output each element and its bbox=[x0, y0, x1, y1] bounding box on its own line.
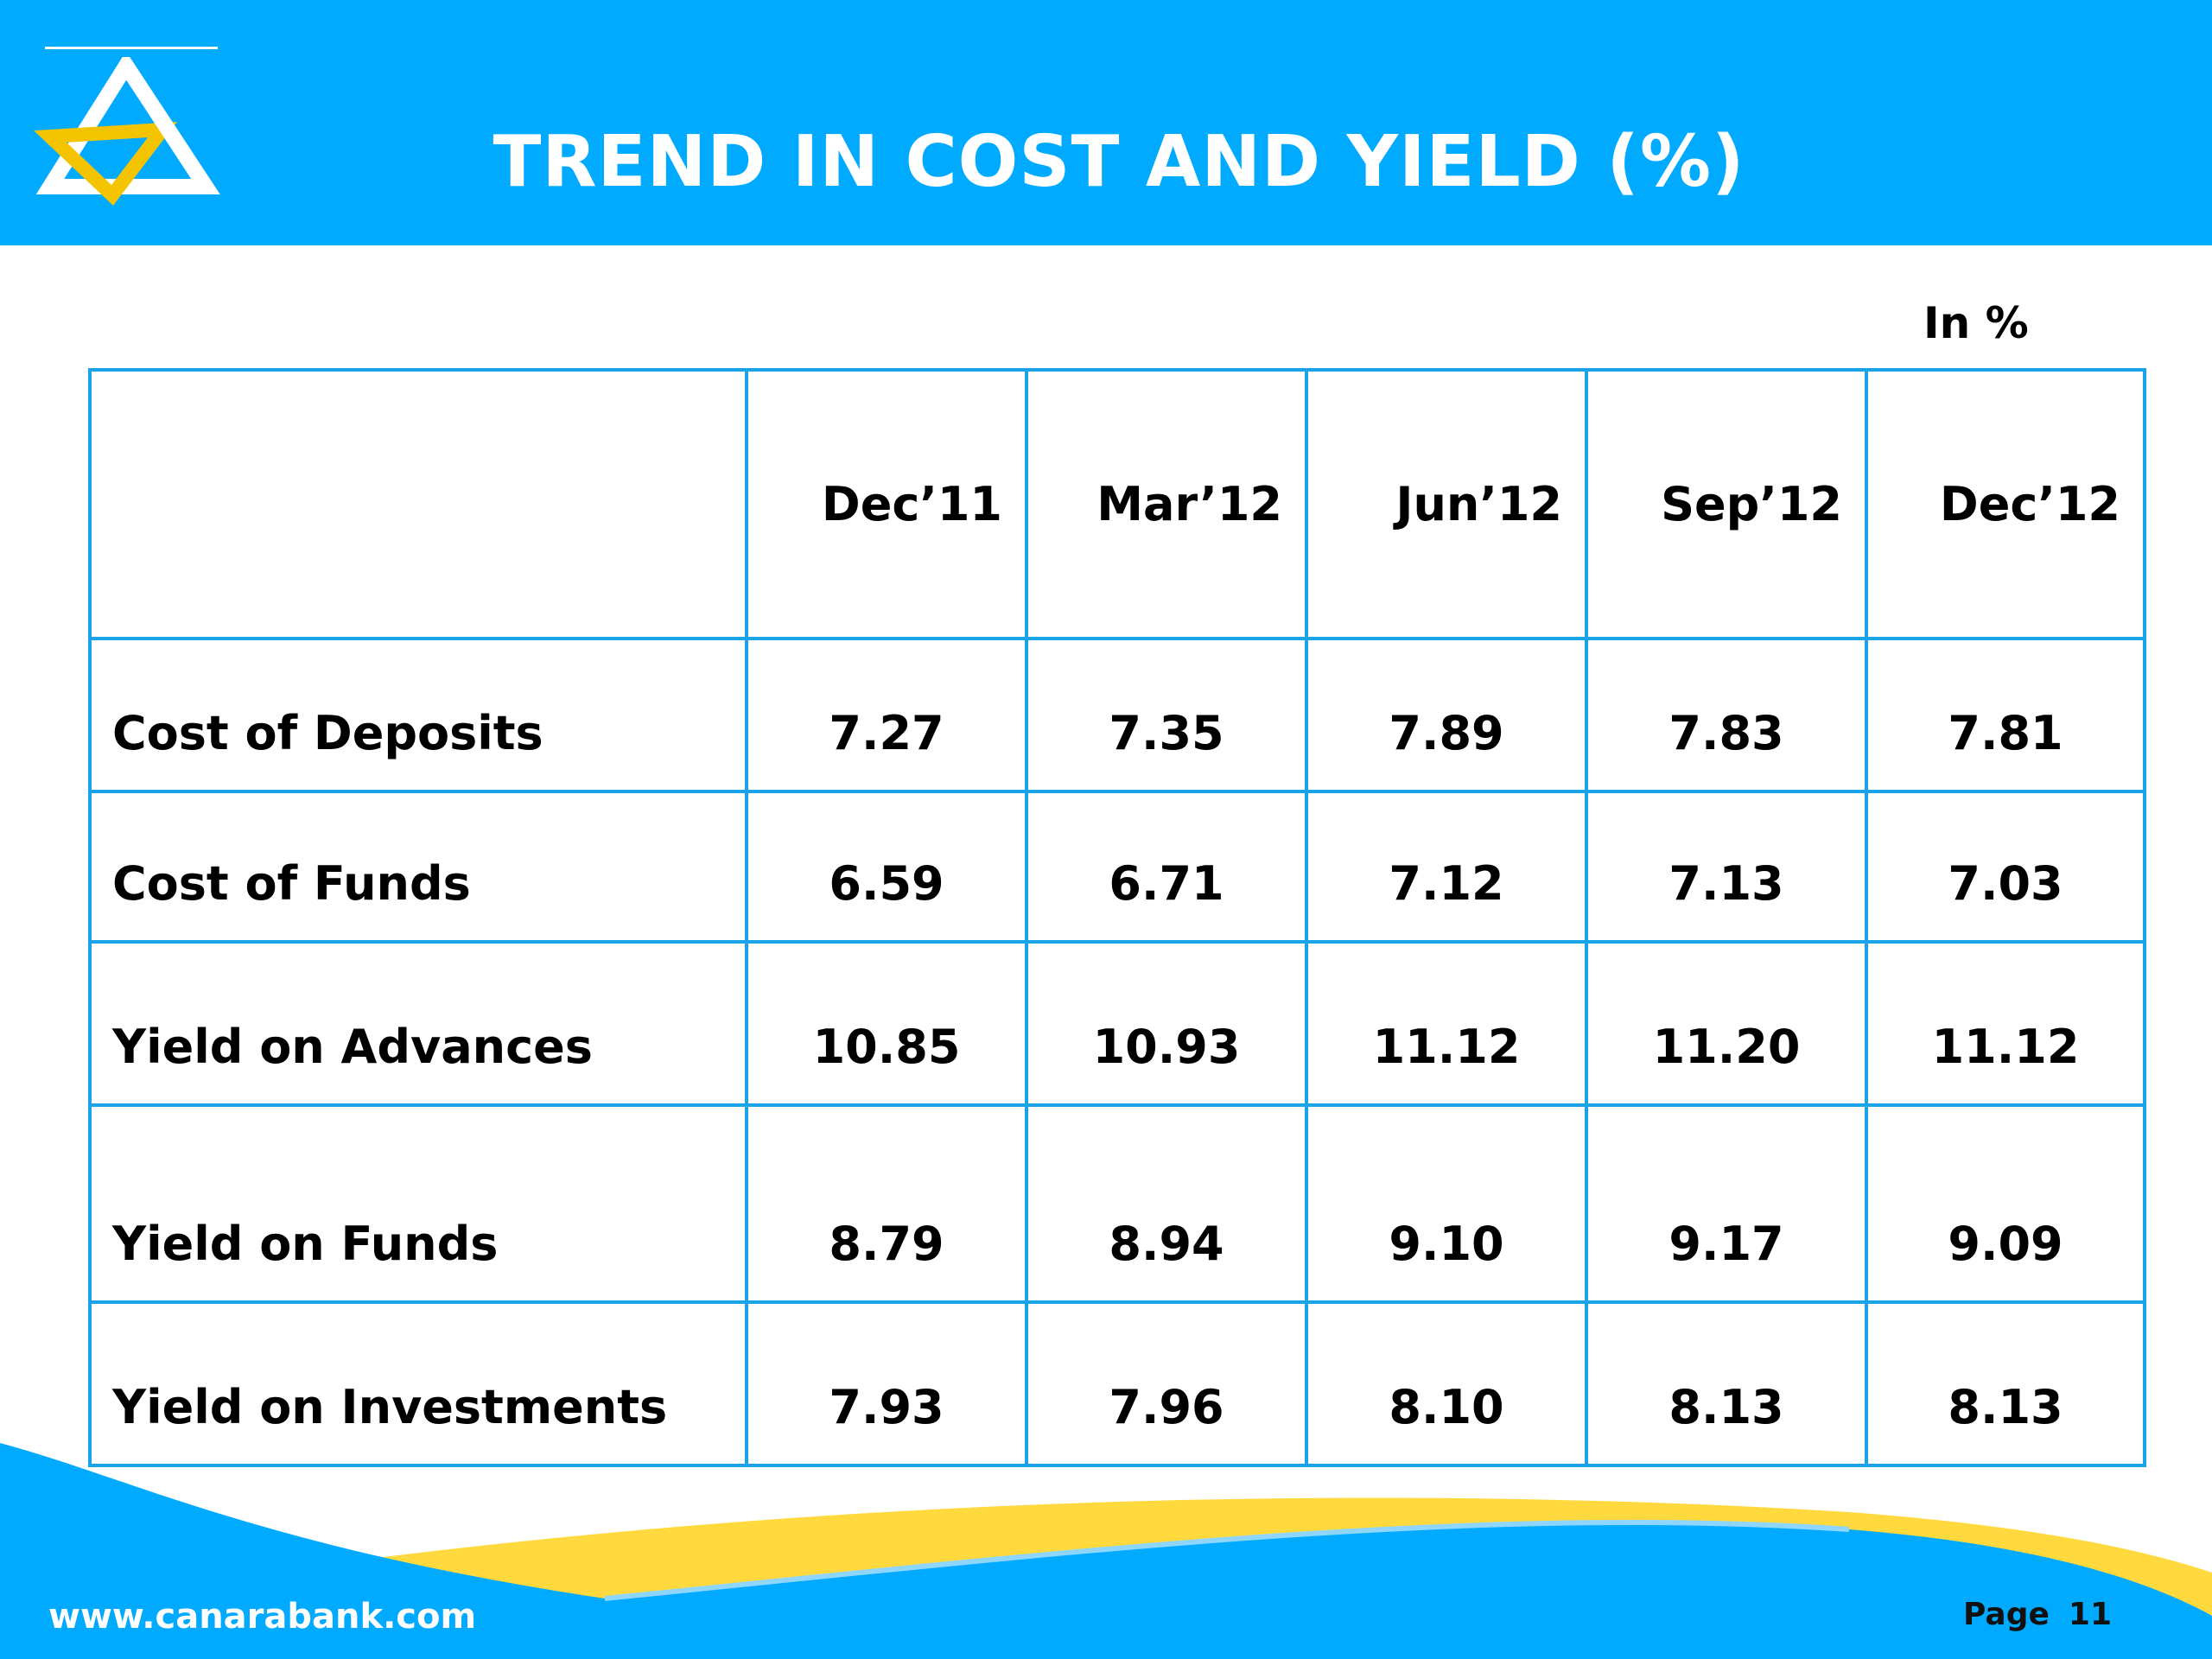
table-cell: 7.81 bbox=[1865, 636, 2146, 793]
header-row: Dec’11 Mar’12 Jun’12 Sep’12 Dec’12 bbox=[88, 368, 2146, 640]
page-indicator: Page 11 bbox=[1963, 1597, 2112, 1632]
unit-label: In % bbox=[1923, 298, 2029, 348]
footer-wave bbox=[0, 1443, 2212, 1659]
website-link[interactable]: www.canarabank.com bbox=[48, 1597, 477, 1637]
table-cell: 11.12 bbox=[1305, 940, 1588, 1107]
table-cell: 9.17 bbox=[1585, 1103, 1868, 1305]
table-cell: 8.13 bbox=[1585, 1300, 1868, 1467]
table-row: Yield on Investments 7.93 7.96 8.10 8.13… bbox=[88, 1300, 2146, 1467]
logo-rule bbox=[45, 47, 218, 49]
table-cell: 7.96 bbox=[1025, 1300, 1308, 1467]
cost-yield-table: Dec’11 Mar’12 Jun’12 Sep’12 Dec’12 Cost … bbox=[88, 368, 2146, 1467]
table-cell: 8.10 bbox=[1305, 1300, 1588, 1467]
table-cell: 6.71 bbox=[1025, 789, 1308, 944]
table-cell: 11.12 bbox=[1865, 940, 2146, 1107]
table-cell: 10.85 bbox=[745, 940, 1028, 1107]
column-header: Dec’11 bbox=[745, 368, 1028, 640]
table-cell: 9.10 bbox=[1305, 1103, 1588, 1305]
row-label: Yield on Advances bbox=[88, 940, 748, 1107]
table-cell: 7.27 bbox=[745, 636, 1028, 793]
row-label: Cost of Funds bbox=[88, 789, 748, 944]
column-header: Mar’12 bbox=[1025, 368, 1308, 640]
table-row: Cost of Deposits 7.27 7.35 7.89 7.83 7.8… bbox=[88, 636, 2146, 793]
table-row: Yield on Advances 10.85 10.93 11.12 11.2… bbox=[88, 940, 2146, 1107]
header-cell-empty bbox=[88, 368, 748, 640]
column-header: Sep’12 bbox=[1585, 368, 1868, 640]
table-cell: 7.93 bbox=[745, 1300, 1028, 1467]
page-number: 11 bbox=[2068, 1597, 2113, 1632]
header-bar: TREND IN COST AND YIELD (%) bbox=[0, 0, 2212, 245]
row-label: Yield on Investments bbox=[88, 1300, 748, 1467]
row-label: Cost of Deposits bbox=[88, 636, 748, 793]
table-cell: 7.03 bbox=[1865, 789, 2146, 944]
table-cell: 8.79 bbox=[745, 1103, 1028, 1305]
table-cell: 7.13 bbox=[1585, 789, 1868, 944]
table-row: Yield on Funds 8.79 8.94 9.10 9.17 9.09 bbox=[88, 1103, 2146, 1305]
canara-logo-icon bbox=[34, 57, 220, 206]
table-cell: 7.35 bbox=[1025, 636, 1308, 793]
table-row: Cost of Funds 6.59 6.71 7.12 7.13 7.03 bbox=[88, 789, 2146, 944]
table-cell: 10.93 bbox=[1025, 940, 1308, 1107]
column-header: Jun’12 bbox=[1305, 368, 1588, 640]
table-cell: 8.13 bbox=[1865, 1300, 2146, 1467]
table-cell: 8.94 bbox=[1025, 1103, 1308, 1305]
table-cell: 9.09 bbox=[1865, 1103, 2146, 1305]
table-cell: 11.20 bbox=[1585, 940, 1868, 1107]
column-header: Dec’12 bbox=[1865, 368, 2146, 640]
row-label: Yield on Funds bbox=[88, 1103, 748, 1305]
table-cell: 7.83 bbox=[1585, 636, 1868, 793]
table-cell: 7.12 bbox=[1305, 789, 1588, 944]
page-label: Page bbox=[1963, 1597, 2050, 1632]
page-title: TREND IN COST AND YIELD (%) bbox=[493, 121, 1745, 203]
table-cell: 6.59 bbox=[745, 789, 1028, 944]
table-cell: 7.89 bbox=[1305, 636, 1588, 793]
